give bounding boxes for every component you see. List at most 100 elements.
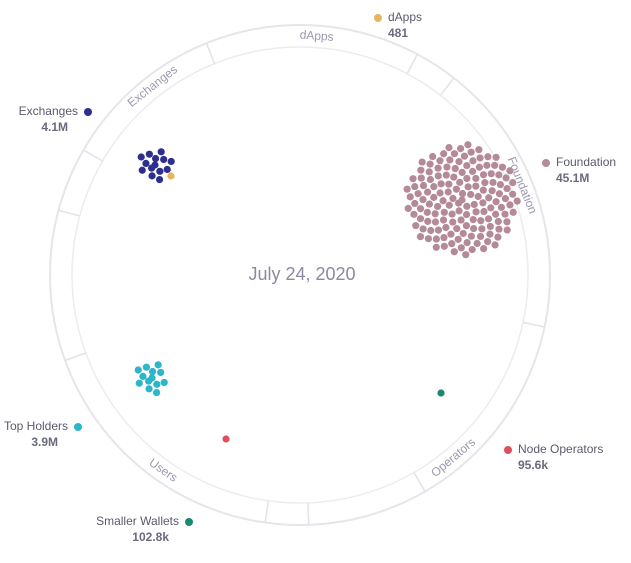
- legend-dot: [374, 14, 382, 22]
- data-dot: [434, 202, 442, 211]
- data-dot: [469, 215, 477, 224]
- data-dot: [155, 175, 164, 184]
- segment-label: Users: [147, 455, 181, 484]
- data-dot: [459, 229, 467, 238]
- data-dot: [138, 166, 146, 174]
- data-dot: [483, 161, 491, 169]
- data-dot: [486, 222, 494, 231]
- data-dot: [156, 167, 164, 175]
- legend-value: 45.1M: [556, 171, 589, 185]
- legend-value: 102.8k: [132, 530, 169, 544]
- data-dot: [503, 218, 511, 226]
- data-dot: [426, 175, 435, 184]
- ring-divider: [439, 77, 455, 96]
- data-dot: [419, 196, 427, 204]
- data-dot: [491, 241, 499, 249]
- data-dot: [488, 187, 496, 195]
- data-dot: [494, 233, 502, 241]
- data-dot: [467, 148, 475, 156]
- ring-divider: [522, 321, 545, 328]
- data-dot: [142, 363, 150, 371]
- data-dot: [445, 201, 453, 209]
- ring-divider: [413, 472, 426, 492]
- data-dot: [160, 378, 168, 387]
- data-dot: [470, 200, 478, 209]
- data-dot: [487, 170, 495, 178]
- data-dot: [444, 188, 452, 196]
- inner-ring: [71, 46, 529, 504]
- data-dot: [480, 245, 488, 253]
- data-dot: [440, 150, 448, 158]
- data-dot: [513, 197, 521, 205]
- data-dot: [491, 161, 499, 169]
- data-dot: [163, 165, 171, 174]
- data-dot: [416, 233, 425, 241]
- data-dot: [494, 217, 502, 226]
- data-dot: [434, 226, 443, 234]
- data-dot: [452, 185, 460, 193]
- data-dot: [463, 202, 471, 210]
- data-dot: [134, 366, 142, 374]
- legend-value: 4.1M: [41, 120, 68, 134]
- data-dot: [450, 173, 458, 181]
- data-dot: [434, 164, 442, 172]
- data-dot: [462, 222, 471, 230]
- data-dot: [167, 172, 175, 180]
- data-dot: [468, 245, 476, 254]
- data-dot: [447, 230, 455, 238]
- ring-divider: [406, 53, 419, 75]
- data-dot: [467, 190, 475, 199]
- data-dot: [472, 174, 480, 183]
- data-dot: [419, 225, 427, 233]
- data-dot: [476, 154, 484, 162]
- data-dot: [453, 225, 461, 233]
- data-dot: [455, 158, 463, 166]
- data-dot: [469, 167, 477, 175]
- data-dot: [497, 203, 506, 211]
- data-dot: [476, 232, 485, 241]
- data-dot: [475, 146, 483, 154]
- data-dot: [475, 163, 484, 171]
- data-dot: [443, 163, 451, 171]
- data-dot: [498, 163, 507, 171]
- data-dot: [137, 153, 145, 161]
- data-dot: [457, 244, 465, 252]
- data-dot: [145, 377, 153, 385]
- data-dot: [425, 168, 433, 176]
- data-dot: [439, 197, 447, 205]
- data-dot: [464, 141, 472, 149]
- data-dot: [440, 233, 448, 242]
- segment-label: dApps: [299, 28, 334, 44]
- data-dot: [142, 159, 150, 167]
- data-dot: [464, 183, 472, 191]
- data-dot: [426, 160, 434, 168]
- data-dot: [431, 218, 440, 226]
- data-dot: [481, 179, 489, 187]
- data-dot: [442, 223, 450, 232]
- data-dot: [430, 193, 438, 201]
- data-dot: [501, 195, 509, 203]
- data-dot: [479, 171, 488, 179]
- data-dot: [478, 225, 486, 233]
- date-title: July 24, 2020: [248, 264, 355, 284]
- data-dot: [449, 194, 457, 202]
- data-dot: [145, 385, 153, 393]
- data-dot: [419, 181, 428, 190]
- data-dot: [506, 167, 514, 175]
- data-dot: [436, 189, 444, 197]
- data-dot: [157, 148, 165, 156]
- legend-dot: [74, 423, 82, 431]
- data-dot: [448, 210, 456, 218]
- legend-dot: [185, 518, 193, 526]
- data-dot: [472, 182, 480, 190]
- data-dot: [462, 251, 470, 259]
- legend-name: Foundation: [556, 155, 616, 169]
- legend-dot: [542, 159, 550, 167]
- data-dot: [501, 210, 509, 218]
- data-dot: [442, 171, 450, 179]
- data-dot: [479, 186, 487, 194]
- data-dot: [160, 155, 168, 164]
- data-dot: [449, 218, 457, 226]
- ring-divider: [205, 42, 216, 64]
- data-dot: [424, 235, 433, 243]
